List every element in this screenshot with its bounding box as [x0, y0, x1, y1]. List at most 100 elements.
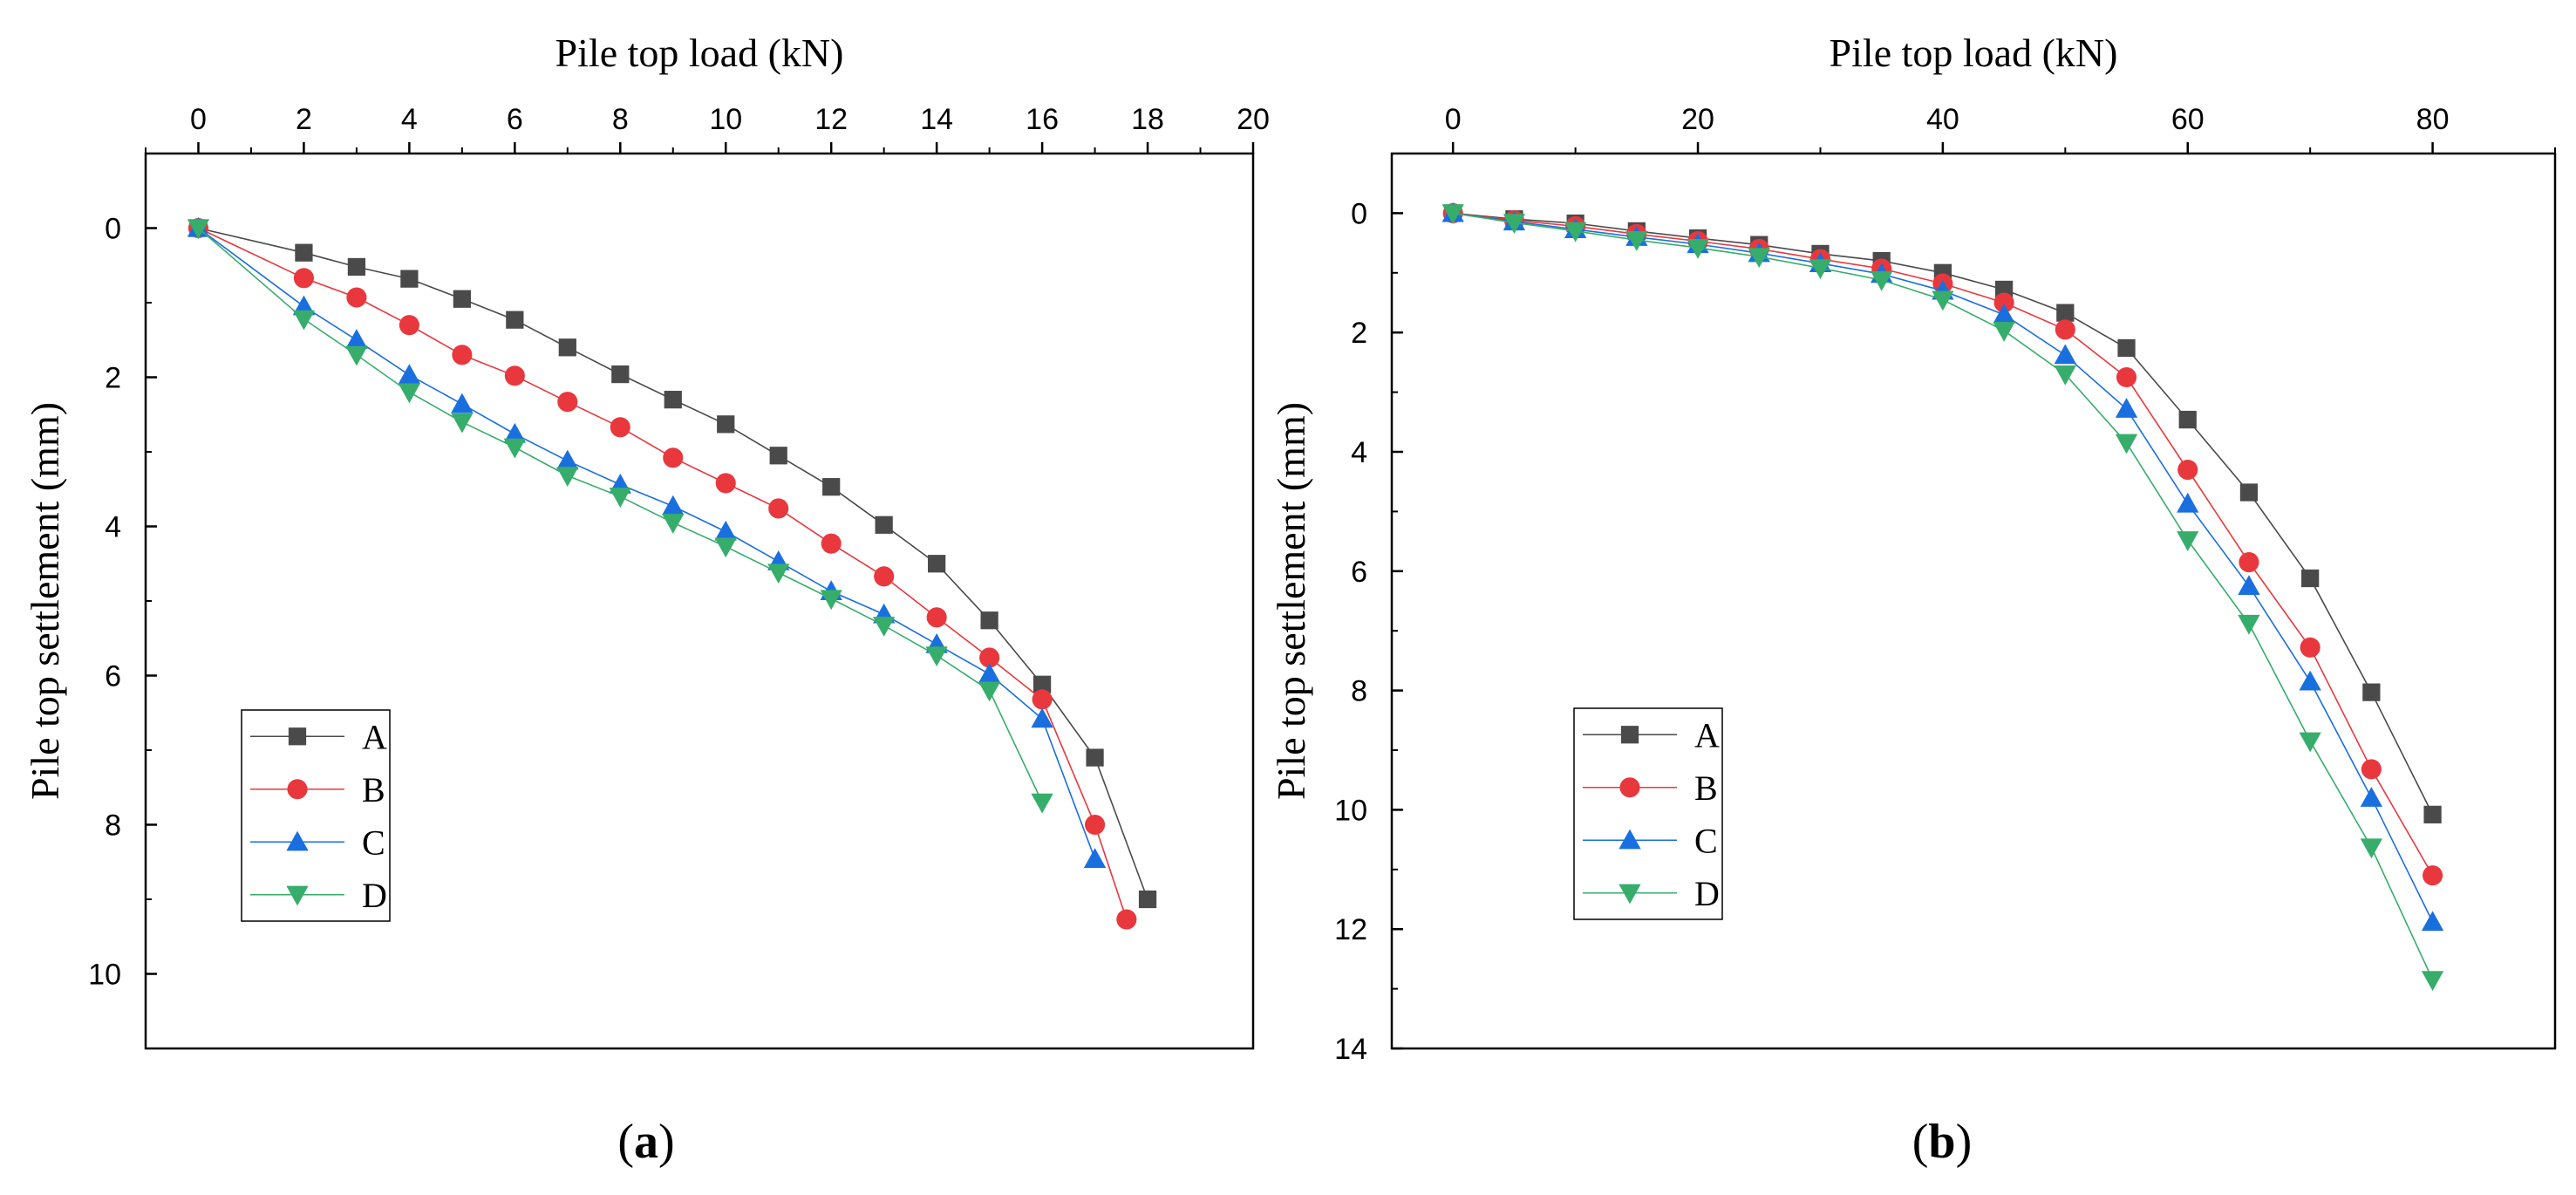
series-A-point	[1086, 748, 1104, 767]
series-C-point	[556, 449, 579, 470]
legend-C-label: C	[362, 823, 385, 862]
y-tick-label: 14	[1334, 1033, 1367, 1066]
x-tick-label: 6	[507, 103, 523, 136]
y-axis-title: Pile top settlement (mm)	[1269, 402, 1313, 800]
series-A-point	[2117, 338, 2136, 358]
x-tick-label: 0	[190, 103, 207, 136]
series-B-point	[821, 533, 842, 554]
x-tick-label: 0	[1445, 103, 1462, 136]
series-C-point	[1083, 848, 1107, 868]
series-C-point	[662, 495, 685, 516]
y-tick-label: 6	[105, 660, 121, 693]
legend-A-label: A	[1694, 715, 1720, 755]
series-D-point	[1932, 290, 1954, 311]
series-D-point	[609, 488, 631, 508]
series-C-point	[1031, 707, 1053, 728]
series-A-point	[295, 243, 313, 262]
series-D-point	[2360, 838, 2383, 859]
legend-C-marker	[286, 830, 309, 851]
y-tick-label: 10	[1334, 794, 1367, 827]
series-D-point	[292, 310, 316, 331]
x-tick-label: 2	[296, 103, 312, 136]
series-A-point	[980, 611, 998, 630]
series-B-point	[399, 315, 419, 336]
series-B-point	[874, 566, 895, 587]
series-A-point	[506, 311, 524, 329]
series-C-point	[398, 364, 421, 385]
series-D-point	[873, 617, 896, 637]
x-tick-label: 18	[1131, 103, 1164, 136]
y-tick-label: 12	[1334, 913, 1367, 946]
legend-A-marker	[1620, 726, 1639, 744]
series-C-point	[503, 422, 526, 443]
x-tick-label: 60	[2171, 103, 2205, 136]
series-A-point	[769, 447, 787, 465]
series-B-point	[504, 365, 525, 386]
panel-label: (a)	[617, 1115, 674, 1169]
series-A-point	[558, 338, 576, 357]
series-C-point	[1993, 304, 2015, 324]
series-A-point	[928, 555, 946, 573]
legend-B-label: B	[362, 770, 385, 809]
series-D-point	[978, 681, 1001, 702]
series-A-point	[2362, 683, 2381, 701]
series-C-point	[345, 329, 368, 349]
series-C-point	[451, 393, 474, 413]
series-C-point	[2177, 492, 2199, 513]
panel-label-open: (	[1912, 1115, 1929, 1169]
y-tick-label: 8	[105, 809, 121, 843]
series-A-point	[2423, 805, 2442, 823]
series-D-point	[662, 514, 685, 534]
x-tick-label: 10	[709, 103, 742, 136]
y-axis-title: Pile top settlement (mm)	[23, 402, 67, 800]
series-B-point	[346, 287, 367, 308]
series-D-point	[1031, 793, 1053, 814]
y-tick-label: 4	[105, 511, 121, 544]
series-A-point	[822, 478, 841, 496]
legend-A-label: A	[362, 717, 387, 756]
series-D-point	[1441, 204, 1464, 225]
series-C-point	[978, 663, 1001, 683]
series-B-point	[2177, 459, 2198, 481]
series-D-point	[2238, 614, 2260, 635]
series-B-point	[557, 392, 578, 413]
x-tick-label: 40	[1926, 103, 1959, 136]
series-D-point	[2115, 434, 2138, 454]
series-C-point	[2360, 787, 2383, 807]
series-D-point	[503, 438, 526, 459]
series-D-point	[1871, 270, 1893, 291]
y-tick-label: 0	[1351, 197, 1367, 230]
y-tick-label: 4	[1351, 436, 1367, 469]
series-B-point	[452, 345, 473, 365]
legend-box	[241, 709, 391, 922]
panel-label-letter: a	[634, 1115, 658, 1169]
series-D-line	[197, 227, 1043, 803]
panel-label-open: (	[617, 1115, 634, 1169]
series-A-point	[2178, 410, 2197, 429]
x-tick-label: 16	[1026, 103, 1059, 136]
y-tick-label: 10	[88, 959, 121, 992]
series-B-point	[2239, 551, 2259, 573]
series-D-point	[398, 383, 421, 404]
series-A-point	[717, 415, 735, 434]
series-A-point	[2056, 304, 2075, 322]
series-A-point	[1138, 890, 1157, 909]
series-D-point	[714, 537, 737, 558]
y-tick-label: 2	[1351, 317, 1367, 350]
series-B-point	[1032, 689, 1053, 710]
series-A-point	[347, 257, 366, 277]
series-B-point	[979, 647, 1000, 668]
series-B-point	[2055, 319, 2075, 340]
series-B-point	[2300, 637, 2320, 658]
series-D-point	[187, 219, 210, 240]
series-B-point	[1116, 909, 1137, 930]
series-B-point	[715, 473, 736, 494]
y-tick-label: 0	[105, 213, 121, 246]
legend-B-marker	[1619, 777, 1640, 798]
series-D-point	[1993, 322, 2015, 342]
series-B-point	[2423, 865, 2443, 886]
panel-label-close: )	[1956, 1115, 1973, 1169]
series-B-point	[768, 498, 789, 519]
